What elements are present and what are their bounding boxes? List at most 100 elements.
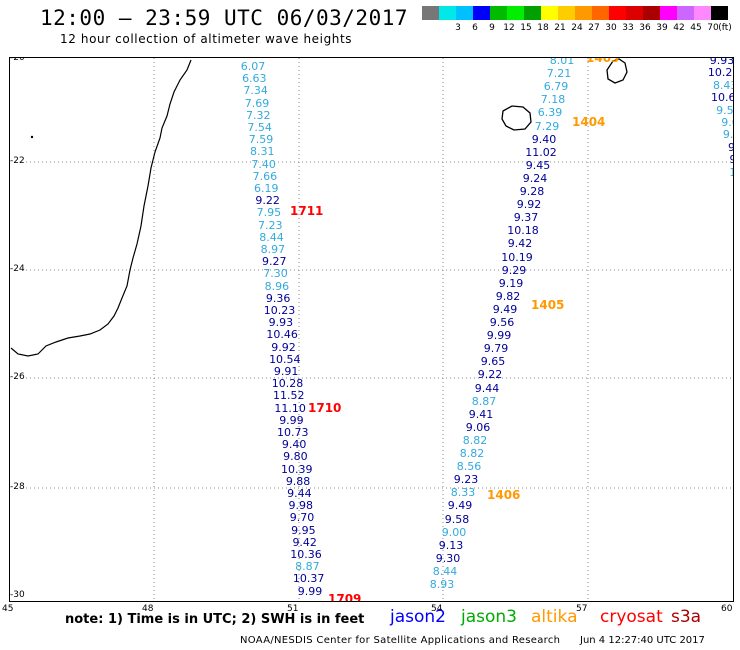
swh-value: 8.87 xyxy=(471,394,497,408)
swh-value: 9.79 xyxy=(483,342,509,356)
swh-value: 9.53 xyxy=(716,103,734,117)
scale-swatch: 21 xyxy=(541,6,566,33)
lon-label: 60 xyxy=(721,604,733,614)
scale-swatch: 24 xyxy=(558,6,583,33)
swh-value: 7.66 xyxy=(252,169,278,183)
swh-value: 6.79 xyxy=(543,80,569,94)
satellite-legend-cryosat: cryosat xyxy=(600,607,663,627)
swh-value: 7.23 xyxy=(257,218,283,232)
swh-value: 9.92 xyxy=(516,198,542,212)
scale-swatch: 45 xyxy=(677,6,702,33)
swh-value: 7.59 xyxy=(248,133,274,147)
swh-value: 7.32 xyxy=(246,108,271,122)
swh-value: 9.98 xyxy=(288,499,313,513)
swh-value: 10.54 xyxy=(269,352,301,366)
swh-value: 9.65 xyxy=(480,355,506,369)
swh-value: 8.44 xyxy=(259,230,284,244)
scale-swatch: 33 xyxy=(609,6,634,33)
swh-value: 7.95 xyxy=(256,206,282,220)
swh-value: 8.87 xyxy=(295,560,320,574)
swh-value: 9.29 xyxy=(501,263,527,277)
scale-label: 45 xyxy=(690,23,702,33)
satellite-legend-jason2: jason2 xyxy=(390,607,446,627)
swh-value: 9.99 xyxy=(279,413,304,427)
swh-value: 8.96 xyxy=(264,279,290,293)
swh-value: 9.99 xyxy=(486,329,512,343)
swh-value: 10.18 xyxy=(507,224,539,238)
scale-swatch: 12 xyxy=(490,6,515,33)
scale-swatch: 3 xyxy=(439,6,461,33)
swh-value: 10.29 xyxy=(707,66,733,80)
swh-value: 9.45 xyxy=(525,158,551,172)
swh-value: 7.54 xyxy=(247,121,272,134)
swh-value: 10.39 xyxy=(280,462,313,476)
scale-swatch: 18 xyxy=(524,6,549,33)
swh-value: 7.21 xyxy=(546,67,572,81)
generation-timestamp: Jun 4 12:27:40 UTC 2017 xyxy=(580,635,705,646)
swh-value: 7.29 xyxy=(534,119,560,133)
swh-value: 9.2 xyxy=(722,128,734,142)
reunion-island xyxy=(501,105,532,131)
swh-value: 9.95 xyxy=(291,523,316,537)
swh-value: 10.73 xyxy=(277,426,309,439)
swh-value: 11.52 xyxy=(273,389,305,403)
mauritius-island xyxy=(606,58,628,84)
lon-label: 48 xyxy=(142,604,154,614)
scale-swatch: 39 xyxy=(643,6,668,33)
scale-label: 36 xyxy=(639,23,651,33)
scale-swatch: 70 xyxy=(694,6,719,33)
swh-value: 9.91 xyxy=(273,365,299,378)
credit-line: NOAA/NESDIS Center for Satellite Applica… xyxy=(240,635,561,646)
scale-swatch: 30 xyxy=(592,6,617,33)
swh-value: 9.92 xyxy=(271,340,296,354)
swh-value: 11.02 xyxy=(525,145,557,159)
swh-value: 9. xyxy=(730,154,733,165)
swh-value: 9.49 xyxy=(447,499,473,513)
swh-value: 6.07 xyxy=(240,60,266,73)
swh-value: 9.58 xyxy=(444,512,470,526)
scale-label: 6 xyxy=(472,23,478,33)
swh-value: 9.42 xyxy=(292,535,317,549)
lat-label: -28 xyxy=(10,482,25,492)
swh-value: 10.68 xyxy=(711,91,733,105)
scale-label: 30 xyxy=(605,23,617,33)
lon-label: 45 xyxy=(2,604,14,614)
scale-label: 39 xyxy=(656,23,668,33)
swh-value: 10.37 xyxy=(292,572,325,586)
swh-value: 9.28 xyxy=(519,185,545,198)
swh-value: 8.33 xyxy=(450,486,476,500)
scale-swatch: 15 xyxy=(507,6,532,33)
scale-label: 33 xyxy=(622,23,634,33)
map-background xyxy=(10,58,733,601)
swh-value: 9.42 xyxy=(507,237,533,251)
lon-label: 54 xyxy=(431,604,443,614)
wave-height-map: -20 -22 -24 -26 -28 -30 6.07 6.63 7.34 7.69 7.32 7… xyxy=(9,57,734,602)
lat-label: -26 xyxy=(10,372,25,382)
small-islet xyxy=(30,135,34,139)
swh-value: 9.40 xyxy=(281,438,307,452)
orbit-number-label: 1711 xyxy=(290,204,324,218)
swh-value: 8.82 xyxy=(459,447,485,460)
satellite-legend-altika: altika xyxy=(531,607,578,627)
swh-value: 6.39 xyxy=(537,106,563,120)
scale-label: 9 xyxy=(489,23,495,33)
color-scale-legend: 3 6 9 12 15 18 21 24 27 30 33 36 39 42 45 70 (ft) xyxy=(422,6,732,33)
swh-value: 10.23 xyxy=(263,304,296,317)
swh-value: 9.82 xyxy=(495,289,521,303)
swh-value: 9.30 xyxy=(435,551,461,565)
swh-value: 10.46 xyxy=(266,328,298,342)
swh-value: 9.23 xyxy=(453,473,479,487)
scale-label: 15 xyxy=(520,23,532,33)
swh-value: 9.19 xyxy=(498,276,524,290)
swh-value: 9.49 xyxy=(492,302,518,316)
swh-value: 8.82 xyxy=(462,433,488,447)
swh-value: 8.56 xyxy=(456,460,482,474)
swh-value: 8.01 xyxy=(549,57,575,67)
footnote: note: 1) Time is in UTC; 2) SWH is in fe… xyxy=(65,612,365,627)
swh-value: 8.93 xyxy=(429,578,455,591)
scale-unit-label: (ft) xyxy=(718,23,732,33)
swh-value: 9.6 xyxy=(721,116,733,129)
swh-value: 9.22 xyxy=(255,194,280,208)
swh-value: 7.69 xyxy=(244,96,270,110)
lat-label: -24 xyxy=(10,264,25,274)
